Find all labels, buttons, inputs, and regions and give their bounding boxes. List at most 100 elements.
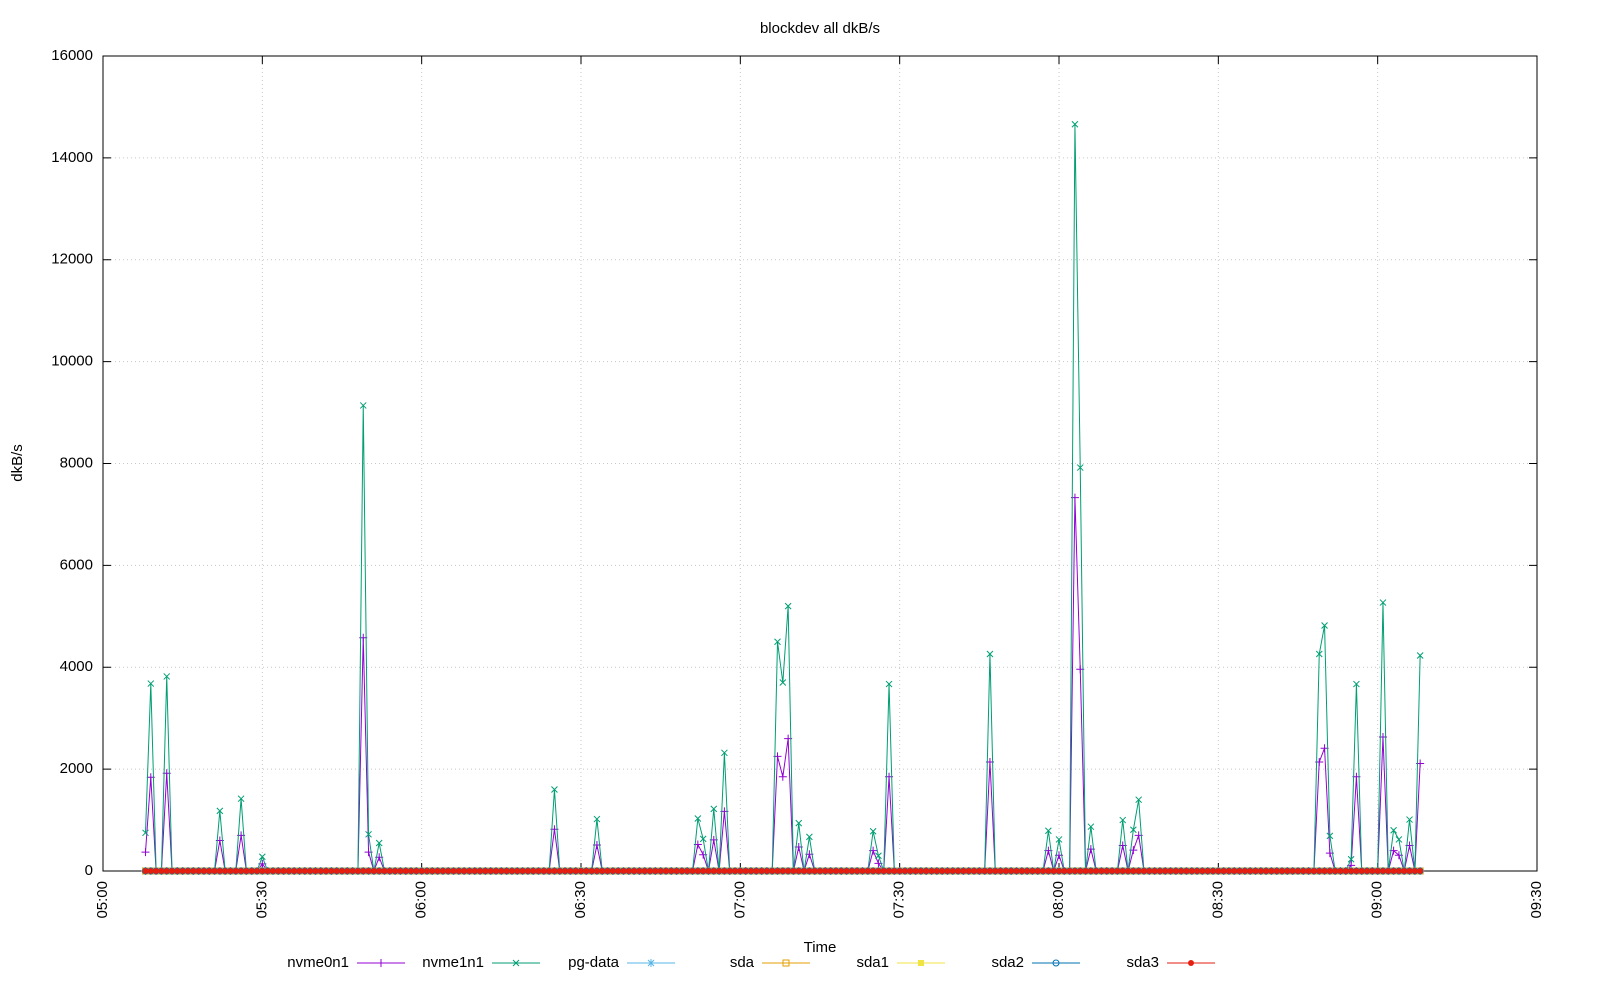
x-tick-label: 06:30 bbox=[572, 881, 589, 919]
point bbox=[1204, 868, 1211, 874]
point bbox=[269, 868, 276, 874]
point bbox=[423, 868, 430, 874]
point bbox=[880, 868, 887, 874]
point bbox=[662, 868, 669, 874]
series-line bbox=[144, 497, 1421, 873]
point bbox=[163, 868, 170, 874]
point bbox=[238, 868, 245, 874]
point bbox=[519, 868, 526, 874]
point bbox=[647, 868, 654, 874]
point bbox=[689, 868, 696, 874]
point bbox=[375, 839, 383, 847]
point bbox=[971, 868, 978, 874]
point bbox=[487, 868, 494, 874]
point bbox=[694, 815, 702, 822]
point bbox=[832, 868, 839, 874]
point bbox=[179, 868, 186, 874]
x-tick-label: 08:30 bbox=[1209, 881, 1226, 919]
point bbox=[455, 868, 462, 874]
point bbox=[280, 868, 287, 874]
point bbox=[1300, 868, 1307, 874]
point bbox=[1098, 868, 1105, 874]
point bbox=[997, 868, 1004, 874]
point bbox=[344, 868, 351, 874]
point bbox=[1411, 868, 1418, 874]
point bbox=[827, 868, 834, 874]
point bbox=[604, 868, 611, 874]
x-tick-label: 08:00 bbox=[1050, 881, 1067, 919]
point bbox=[593, 815, 601, 823]
point bbox=[673, 868, 680, 874]
point bbox=[540, 868, 547, 874]
point bbox=[620, 868, 627, 874]
point bbox=[778, 772, 787, 781]
point bbox=[1417, 868, 1424, 874]
point bbox=[976, 868, 983, 874]
point bbox=[875, 852, 882, 860]
point bbox=[1263, 868, 1270, 874]
point bbox=[917, 868, 924, 874]
x-tick-label: 05:00 bbox=[94, 881, 111, 919]
chart-title: blockdev all dkB/s bbox=[760, 20, 880, 37]
point bbox=[742, 868, 749, 874]
point bbox=[195, 868, 202, 874]
point bbox=[291, 868, 298, 874]
point bbox=[1114, 868, 1121, 874]
series-line bbox=[144, 124, 1421, 872]
point bbox=[774, 868, 781, 874]
point bbox=[923, 868, 930, 874]
point bbox=[939, 868, 946, 874]
point bbox=[206, 868, 213, 874]
point bbox=[1061, 868, 1068, 874]
point bbox=[869, 827, 877, 835]
legend-marker bbox=[918, 960, 924, 966]
point bbox=[429, 868, 436, 874]
point bbox=[386, 868, 393, 874]
point bbox=[806, 833, 813, 841]
legend-marker bbox=[1188, 960, 1194, 966]
point bbox=[1018, 868, 1025, 874]
point bbox=[508, 868, 515, 874]
point bbox=[763, 868, 770, 874]
point bbox=[317, 868, 324, 874]
point bbox=[535, 868, 542, 874]
point bbox=[779, 679, 787, 686]
point bbox=[1210, 868, 1217, 874]
point bbox=[408, 868, 415, 874]
point bbox=[381, 868, 388, 874]
point bbox=[1342, 868, 1349, 874]
point bbox=[275, 868, 282, 874]
point bbox=[907, 868, 914, 874]
point bbox=[737, 868, 744, 874]
point bbox=[1247, 868, 1254, 874]
point bbox=[1401, 868, 1408, 874]
point bbox=[986, 650, 994, 658]
point bbox=[142, 868, 149, 874]
point bbox=[1167, 868, 1174, 874]
point bbox=[992, 868, 999, 874]
point bbox=[1326, 868, 1333, 874]
point bbox=[200, 868, 207, 874]
point bbox=[699, 835, 707, 843]
point bbox=[1119, 868, 1126, 874]
point bbox=[811, 868, 818, 874]
point bbox=[477, 868, 484, 874]
point bbox=[1225, 868, 1232, 874]
point bbox=[1109, 868, 1116, 874]
point bbox=[1379, 868, 1386, 874]
point bbox=[466, 868, 473, 874]
point bbox=[1162, 868, 1169, 874]
point bbox=[514, 868, 521, 874]
point bbox=[848, 868, 855, 874]
point bbox=[1071, 120, 1079, 128]
point bbox=[243, 868, 250, 874]
x-tick-label: 06:00 bbox=[413, 881, 430, 919]
point bbox=[1347, 855, 1355, 863]
y-tick-label: 2000 bbox=[60, 760, 93, 777]
point bbox=[1013, 868, 1020, 874]
point bbox=[147, 868, 154, 874]
point bbox=[1087, 823, 1095, 831]
point bbox=[732, 868, 739, 874]
point bbox=[609, 868, 616, 874]
point bbox=[1002, 868, 1009, 874]
